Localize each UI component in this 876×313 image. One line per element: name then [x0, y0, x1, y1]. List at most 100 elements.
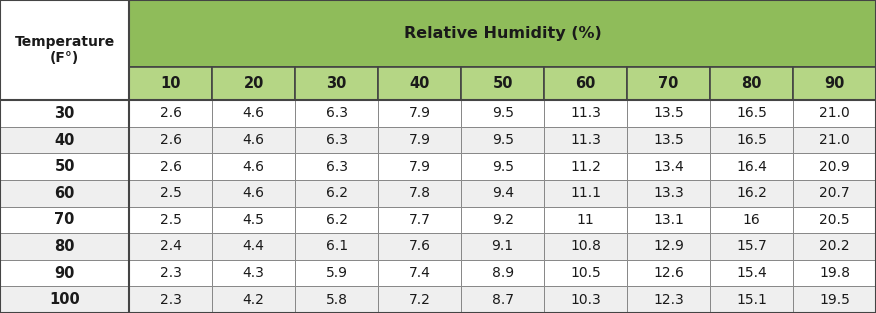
- Text: 11.3: 11.3: [570, 106, 601, 121]
- Text: 13.1: 13.1: [653, 213, 684, 227]
- Bar: [212, 127, 295, 153]
- Bar: [0, 260, 130, 286]
- Bar: [544, 180, 627, 207]
- Bar: [0, 233, 130, 260]
- Text: 12.3: 12.3: [653, 293, 684, 307]
- Bar: [295, 260, 378, 286]
- Bar: [130, 0, 876, 67]
- Text: 20.2: 20.2: [819, 239, 850, 254]
- Bar: [378, 127, 461, 153]
- Text: 4.6: 4.6: [243, 133, 265, 147]
- Text: 70: 70: [54, 213, 74, 227]
- Bar: [793, 67, 876, 100]
- Bar: [212, 180, 295, 207]
- Bar: [130, 67, 212, 100]
- Bar: [0, 100, 130, 127]
- Text: 19.8: 19.8: [819, 266, 850, 280]
- Bar: [0, 127, 130, 153]
- Bar: [544, 153, 627, 180]
- Bar: [710, 286, 793, 313]
- Bar: [544, 207, 627, 233]
- Bar: [295, 127, 378, 153]
- Text: 5.9: 5.9: [326, 266, 348, 280]
- Text: 8.7: 8.7: [491, 293, 513, 307]
- Text: 10: 10: [160, 76, 181, 91]
- Text: 90: 90: [824, 76, 844, 91]
- Text: 19.5: 19.5: [819, 293, 850, 307]
- Text: 8.9: 8.9: [491, 266, 513, 280]
- Text: 7.9: 7.9: [409, 160, 431, 174]
- Bar: [710, 67, 793, 100]
- Bar: [130, 260, 212, 286]
- Text: 11.1: 11.1: [570, 186, 601, 200]
- Bar: [0, 0, 130, 100]
- Text: 16.2: 16.2: [736, 186, 767, 200]
- Bar: [793, 286, 876, 313]
- Text: 2.6: 2.6: [159, 106, 181, 121]
- Bar: [627, 260, 710, 286]
- Text: 4.3: 4.3: [243, 266, 265, 280]
- Bar: [627, 286, 710, 313]
- Text: 6.2: 6.2: [326, 213, 348, 227]
- Bar: [212, 260, 295, 286]
- Bar: [378, 286, 461, 313]
- Text: 11.2: 11.2: [570, 160, 601, 174]
- Bar: [544, 260, 627, 286]
- Bar: [0, 180, 130, 207]
- Bar: [461, 286, 544, 313]
- Text: 2.5: 2.5: [159, 186, 181, 200]
- Text: 90: 90: [54, 266, 74, 280]
- Bar: [461, 233, 544, 260]
- Bar: [212, 67, 295, 100]
- Text: 6.1: 6.1: [326, 239, 348, 254]
- Bar: [461, 67, 544, 100]
- Bar: [378, 153, 461, 180]
- Bar: [627, 67, 710, 100]
- Bar: [212, 100, 295, 127]
- Text: 2.6: 2.6: [159, 160, 181, 174]
- Bar: [627, 153, 710, 180]
- Bar: [295, 67, 378, 100]
- Text: 21.0: 21.0: [819, 133, 850, 147]
- Bar: [627, 100, 710, 127]
- Text: 20.9: 20.9: [819, 160, 850, 174]
- Bar: [378, 67, 461, 100]
- Text: 11: 11: [576, 213, 595, 227]
- Bar: [461, 100, 544, 127]
- Text: 7.9: 7.9: [409, 133, 431, 147]
- Text: 10.3: 10.3: [570, 293, 601, 307]
- Text: 4.6: 4.6: [243, 186, 265, 200]
- Text: 16.4: 16.4: [736, 160, 767, 174]
- Bar: [793, 233, 876, 260]
- Text: 40: 40: [54, 133, 74, 147]
- Bar: [793, 100, 876, 127]
- Bar: [295, 180, 378, 207]
- Text: 6.3: 6.3: [326, 133, 348, 147]
- Bar: [212, 153, 295, 180]
- Bar: [710, 207, 793, 233]
- Text: 9.5: 9.5: [491, 160, 513, 174]
- Text: 16.5: 16.5: [736, 133, 767, 147]
- Bar: [212, 207, 295, 233]
- Text: 9.4: 9.4: [491, 186, 513, 200]
- Bar: [793, 260, 876, 286]
- Text: 70: 70: [659, 76, 679, 91]
- Text: 15.1: 15.1: [736, 293, 767, 307]
- Bar: [710, 127, 793, 153]
- Text: 80: 80: [54, 239, 74, 254]
- Text: 7.2: 7.2: [409, 293, 431, 307]
- Text: 6.3: 6.3: [326, 160, 348, 174]
- Bar: [130, 207, 212, 233]
- Bar: [295, 100, 378, 127]
- Bar: [130, 286, 212, 313]
- Text: 15.4: 15.4: [736, 266, 766, 280]
- Text: 16: 16: [743, 213, 760, 227]
- Text: 11.3: 11.3: [570, 133, 601, 147]
- Text: 12.9: 12.9: [653, 239, 684, 254]
- Text: 13.5: 13.5: [653, 133, 684, 147]
- Text: 50: 50: [492, 76, 512, 91]
- Text: 100: 100: [49, 292, 80, 307]
- Bar: [378, 233, 461, 260]
- Text: 16.5: 16.5: [736, 106, 767, 121]
- Text: 7.8: 7.8: [409, 186, 431, 200]
